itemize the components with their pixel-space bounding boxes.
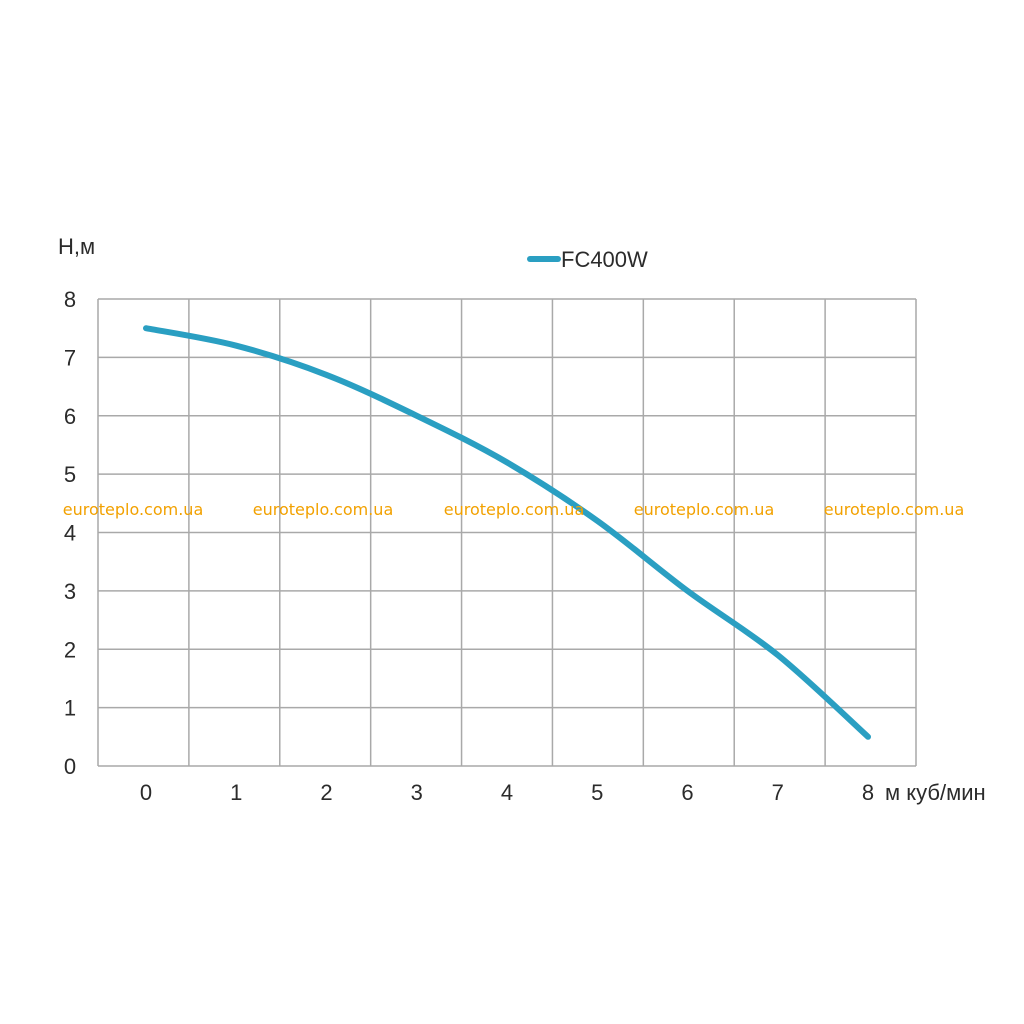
x-tick-label: 2: [320, 780, 332, 805]
tick-labels: 0 1 2 3 4 5 6 7 8 0 1 2 3 4 5 6 7 8: [64, 287, 874, 805]
x-tick-label: 7: [772, 780, 784, 805]
legend: FC400W: [527, 247, 648, 272]
y-tick-label: 5: [64, 462, 76, 487]
x-tick-label: 3: [411, 780, 423, 805]
series-line-fc400w: [143, 325, 871, 740]
x-tick-label: 1: [230, 780, 242, 805]
y-tick-label: 2: [64, 637, 76, 662]
watermark-text: euroteplo.com.ua: [634, 500, 775, 519]
legend-label-fc400w: FC400W: [561, 247, 648, 272]
y-tick-label: 8: [64, 287, 76, 312]
watermark-text: euroteplo.com.ua: [444, 500, 585, 519]
y-tick-label: 3: [64, 579, 76, 604]
y-tick-label: 1: [64, 696, 76, 721]
x-axis-title: м куб/мин: [885, 780, 986, 805]
x-tick-label: 8: [862, 780, 874, 805]
x-tick-label: 4: [501, 780, 513, 805]
x-tick-label: 0: [140, 780, 152, 805]
x-tick-label: 6: [681, 780, 693, 805]
series: [143, 325, 871, 740]
y-tick-label: 6: [64, 404, 76, 429]
watermark-text: euroteplo.com.ua: [824, 500, 965, 519]
watermark-text: euroteplo.com.ua: [253, 500, 394, 519]
x-tick-label: 5: [591, 780, 603, 805]
watermark-text: euroteplo.com.ua: [63, 500, 204, 519]
watermarks: euroteplo.com.ua euroteplo.com.ua eurotepl…: [63, 500, 965, 519]
grid: [97, 298, 917, 767]
y-axis-title: Н,м: [58, 234, 95, 259]
y-tick-label: 0: [64, 754, 76, 779]
y-tick-label: 4: [64, 521, 76, 546]
y-tick-label: 7: [64, 345, 76, 370]
